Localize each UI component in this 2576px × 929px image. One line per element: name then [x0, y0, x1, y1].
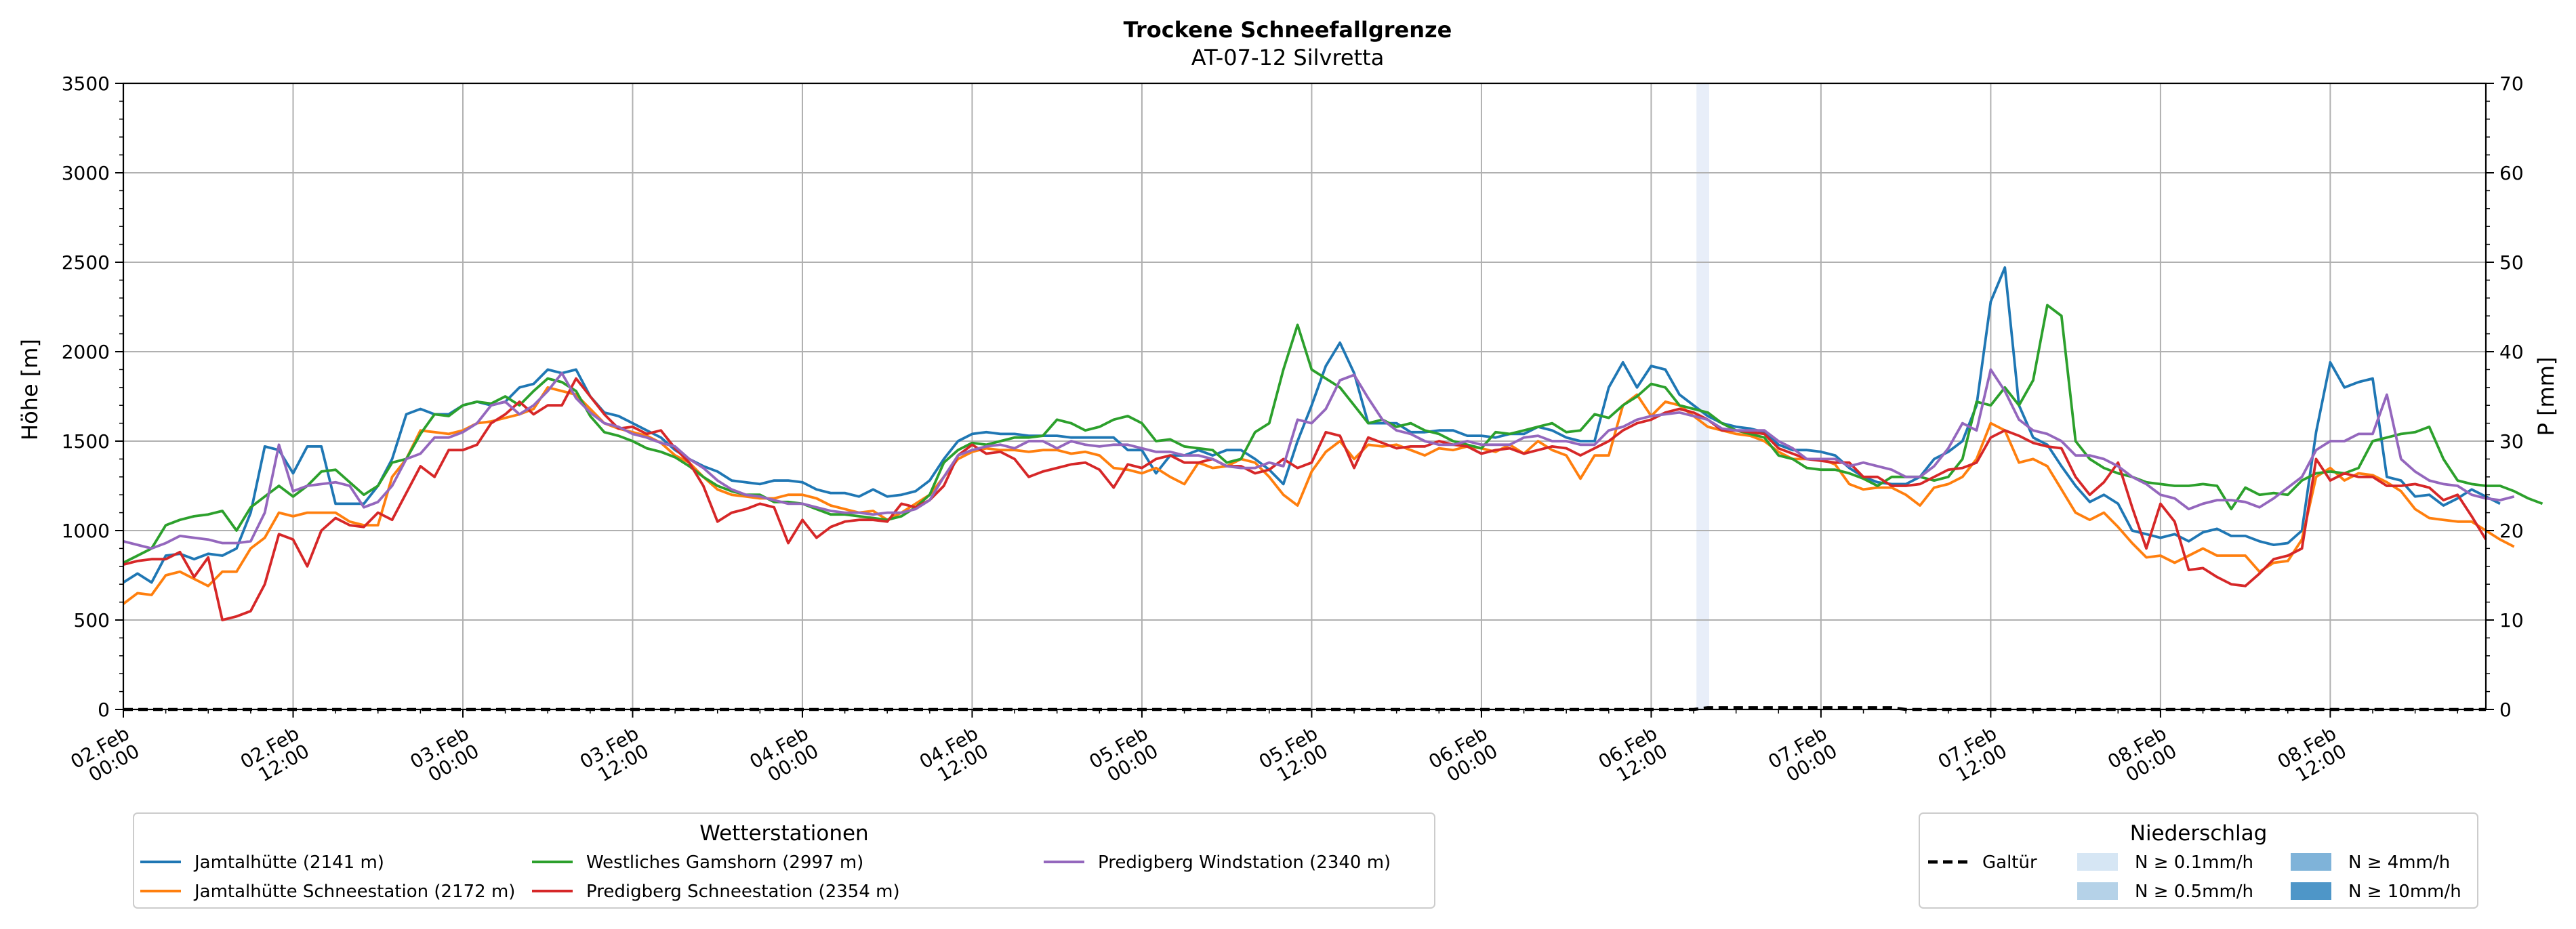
series-line-2: [122, 386, 2515, 605]
x-tick-label: 03.Feb12:00: [576, 722, 653, 791]
legend-precip-frame: [1919, 812, 2478, 909]
legend-station-label: Predigberg Windstation (2340 m): [1098, 852, 1391, 873]
precip-span-layer: [1696, 83, 1710, 709]
x-tick-label: 05.Feb00:00: [1085, 722, 1162, 791]
grid-layer: [123, 83, 2486, 710]
x-tick-label: 06.Feb00:00: [1425, 722, 1501, 791]
y2-axis-label: P [mm]: [2533, 357, 2559, 436]
x-tick-label: 02.Feb12:00: [237, 722, 313, 791]
y2-tick-label: 30: [2499, 430, 2524, 453]
x-tick-label: 08.Feb00:00: [2104, 722, 2180, 791]
x-tick-label: 06.Feb12:00: [1595, 722, 1671, 791]
legend-station-label: Westliches Gamshorn (2997 m): [586, 852, 863, 873]
series-line-4: [123, 377, 2487, 621]
legend-station-label: Jamtalhütte Schneestation (2172 m): [193, 882, 515, 902]
y-tick-label: 0: [98, 699, 110, 721]
y2-tick-label: 0: [2499, 699, 2512, 721]
legend-station-label: Jamtalhütte (2141 m): [193, 852, 384, 873]
x-tick-label: 02.Feb00:00: [66, 722, 143, 791]
legend-stations-title: Wetterstationen: [699, 821, 868, 846]
y-tick-label: 3000: [62, 162, 110, 184]
chart-title: Trockene Schneefallgrenze: [1124, 17, 1452, 43]
y-axis-label: Höhe [m]: [17, 339, 43, 440]
y2-tick-label: 10: [2499, 609, 2524, 632]
legend-stations-frame: [133, 812, 1435, 909]
x-tick-label: 04.Feb00:00: [745, 722, 822, 791]
x-tick-label: 03.Feb00:00: [406, 722, 483, 791]
x-tick-labels: 02.Feb00:00 02.Feb12:00 03.Feb00:00 03.Feb1…: [66, 709, 2350, 791]
x-tick-label: 08.Feb12:00: [2274, 722, 2350, 791]
x-tick-label: 05.Feb12:00: [1255, 722, 1332, 791]
legend-precip-swatch: [2077, 882, 2118, 900]
legend-galtur-label: Galtür: [1982, 852, 2037, 873]
legend-precip-label: N ≥ 4mm/h: [2348, 852, 2450, 873]
y2-tick-label: 50: [2499, 251, 2524, 274]
y-tick-label: 1000: [62, 520, 110, 542]
series-layer: [122, 266, 2543, 621]
legend-stations: Wetterstationen Jamtalhütte (2141 m) Jamt…: [133, 812, 1435, 909]
x-tick-label: 07.Feb00:00: [1764, 722, 1841, 791]
legend-precip-label: N ≥ 0.1mm/h: [2135, 852, 2253, 873]
legend-precip-label: N ≥ 10mm/h: [2348, 882, 2461, 902]
y-tick-label: 1500: [62, 430, 110, 453]
y2-tick-label: 40: [2499, 341, 2524, 363]
y-tick-label: 3500: [62, 73, 110, 95]
legend-precip: Niederschlag Galtür N ≥ 0.1mm/h N ≥ 0.5mm…: [1919, 812, 2478, 909]
chart-subtitle: AT-07-12 Silvretta: [1191, 45, 1385, 70]
y2-tick-label: 20: [2499, 520, 2524, 542]
legend-precip-swatch: [2077, 853, 2118, 871]
series-line-5: [123, 368, 2515, 550]
plot-frame: [122, 82, 2487, 711]
y2-tick-label: 70: [2499, 73, 2524, 95]
y2-tick-labels: 0 10 20 30 40 50 60 70: [2486, 73, 2524, 721]
x-tick-label: 07.Feb12:00: [1934, 722, 2011, 791]
series-line-1: [122, 266, 2501, 584]
y-tick-label: 2000: [62, 341, 110, 363]
x-tick-label: 04.Feb12:00: [916, 722, 992, 791]
precip-span: [1696, 83, 1710, 709]
y-tick-labels: 0 500 1000 1500 2000 2500 3000 3500: [62, 73, 123, 721]
legend-precip-swatch: [2291, 882, 2331, 900]
legend-precip-title: Niederschlag: [2130, 821, 2268, 846]
y2-tick-label: 60: [2499, 162, 2524, 184]
y-tick-label: 2500: [62, 251, 110, 274]
legend-station-label: Predigberg Schneestation (2354 m): [586, 882, 900, 902]
legend-precip-swatch: [2291, 853, 2331, 871]
minor-ticks-layer: [119, 83, 2490, 714]
legend-precip-label: N ≥ 0.5mm/h: [2135, 882, 2253, 902]
y-tick-label: 500: [74, 609, 110, 632]
